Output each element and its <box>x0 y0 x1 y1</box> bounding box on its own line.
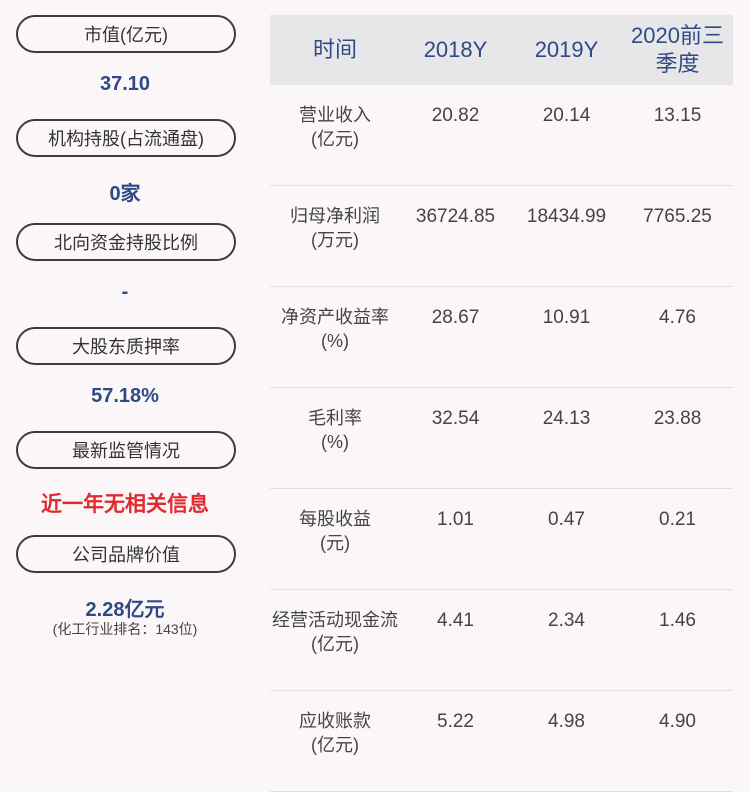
table-row: 应收账款 (亿元) 5.22 4.98 4.90 <box>270 690 733 792</box>
row-unit: (%) <box>321 432 349 452</box>
row-label: 营业收入 <box>299 105 371 125</box>
table-row: 毛利率 (%) 32.54 24.13 23.88 <box>270 387 733 489</box>
value-cell: 4.76 <box>622 286 733 388</box>
row-label-cell: 每股收益 (元) <box>270 488 400 590</box>
row-label: 归母净利润 <box>290 206 380 226</box>
value-cell: 24.13 <box>511 387 622 489</box>
header-2018: 2018Y <box>400 15 511 85</box>
value-cell: 36724.85 <box>400 185 511 287</box>
row-unit: (%) <box>321 331 349 351</box>
value-cell: 32.54 <box>400 387 511 489</box>
regulatory-status-value: 近一年无相关信息 <box>41 493 209 516</box>
row-label-cell: 归母净利润 (万元) <box>270 185 400 287</box>
brand-rank-note: (化工行业排名：143位) <box>52 621 198 637</box>
row-unit: (万元) <box>311 230 359 250</box>
table-header-row: 时间 2018Y 2019Y 2020前三季度 <box>270 15 733 85</box>
value-cell: 5.22 <box>400 690 511 792</box>
row-label: 应收账款 <box>299 711 371 731</box>
value-cell: 2.34 <box>511 589 622 691</box>
institutional-holding-label: 机构持股(占流通盘) <box>16 119 236 157</box>
pledge-rate-value: 57.18% <box>91 385 159 407</box>
northbound-ratio-value: - <box>121 281 129 303</box>
header-2019: 2019Y <box>511 15 622 85</box>
value-cell: 10.91 <box>511 286 622 388</box>
value-cell: 4.41 <box>400 589 511 691</box>
value-cell: 0.21 <box>622 488 733 590</box>
row-label: 经营活动现金流 <box>272 610 398 630</box>
value-cell: 4.98 <box>511 690 622 792</box>
financial-table: 时间 2018Y 2019Y 2020前三季度 营业收入 (亿元) 20.82 20.… <box>270 15 733 792</box>
market-cap-value: 37.10 <box>99 73 151 95</box>
value-cell: 1.46 <box>622 589 733 691</box>
brand-value-value: 2.28亿元 <box>85 599 165 621</box>
value-cell: 1.01 <box>400 488 511 590</box>
row-label-cell: 应收账款 (亿元) <box>270 690 400 792</box>
value-cell: 0.47 <box>511 488 622 590</box>
header-period: 时间 <box>270 15 400 85</box>
value-cell: 4.90 <box>622 690 733 792</box>
row-unit: (元) <box>320 533 350 553</box>
table-row: 归母净利润 (万元) 36724.85 18434.99 7765.25 <box>270 185 733 287</box>
left-panel: 市值(亿元) 37.10 机构持股(占流通盘) 0家 北向资金持股比例 - 大股… <box>0 0 250 667</box>
value-cell: 20.82 <box>400 85 511 186</box>
regulatory-status-label: 最新监管情况 <box>16 431 236 469</box>
row-label-cell: 营业收入 (亿元) <box>270 85 400 186</box>
row-unit: (亿元) <box>311 634 359 654</box>
brand-value-label: 公司品牌价值 <box>16 535 236 573</box>
value-cell: 28.67 <box>400 286 511 388</box>
pledge-rate-label: 大股东质押率 <box>16 327 236 365</box>
value-cell: 23.88 <box>622 387 733 489</box>
header-2020-q3: 2020前三季度 <box>622 15 733 85</box>
table-row: 经营活动现金流 (亿元) 4.41 2.34 1.46 <box>270 589 733 691</box>
table-row: 营业收入 (亿元) 20.82 20.14 13.15 <box>270 85 733 186</box>
row-label: 毛利率 <box>308 408 362 428</box>
row-unit: (亿元) <box>311 735 359 755</box>
row-unit: (亿元) <box>311 129 359 149</box>
row-label-cell: 净资产收益率 (%) <box>270 286 400 388</box>
institutional-holding-value: 0家 <box>109 183 141 205</box>
value-cell: 13.15 <box>622 85 733 186</box>
value-cell: 20.14 <box>511 85 622 186</box>
value-cell: 18434.99 <box>511 185 622 287</box>
market-cap-label: 市值(亿元) <box>16 15 236 53</box>
value-cell: 7765.25 <box>622 185 733 287</box>
row-label-cell: 经营活动现金流 (亿元) <box>270 589 400 691</box>
table-row: 每股收益 (元) 1.01 0.47 0.21 <box>270 488 733 590</box>
table-row: 净资产收益率 (%) 28.67 10.91 4.76 <box>270 286 733 388</box>
row-label-cell: 毛利率 (%) <box>270 387 400 489</box>
northbound-ratio-label: 北向资金持股比例 <box>16 223 236 261</box>
row-label: 每股收益 <box>299 509 371 529</box>
row-label: 净资产收益率 <box>281 307 389 327</box>
